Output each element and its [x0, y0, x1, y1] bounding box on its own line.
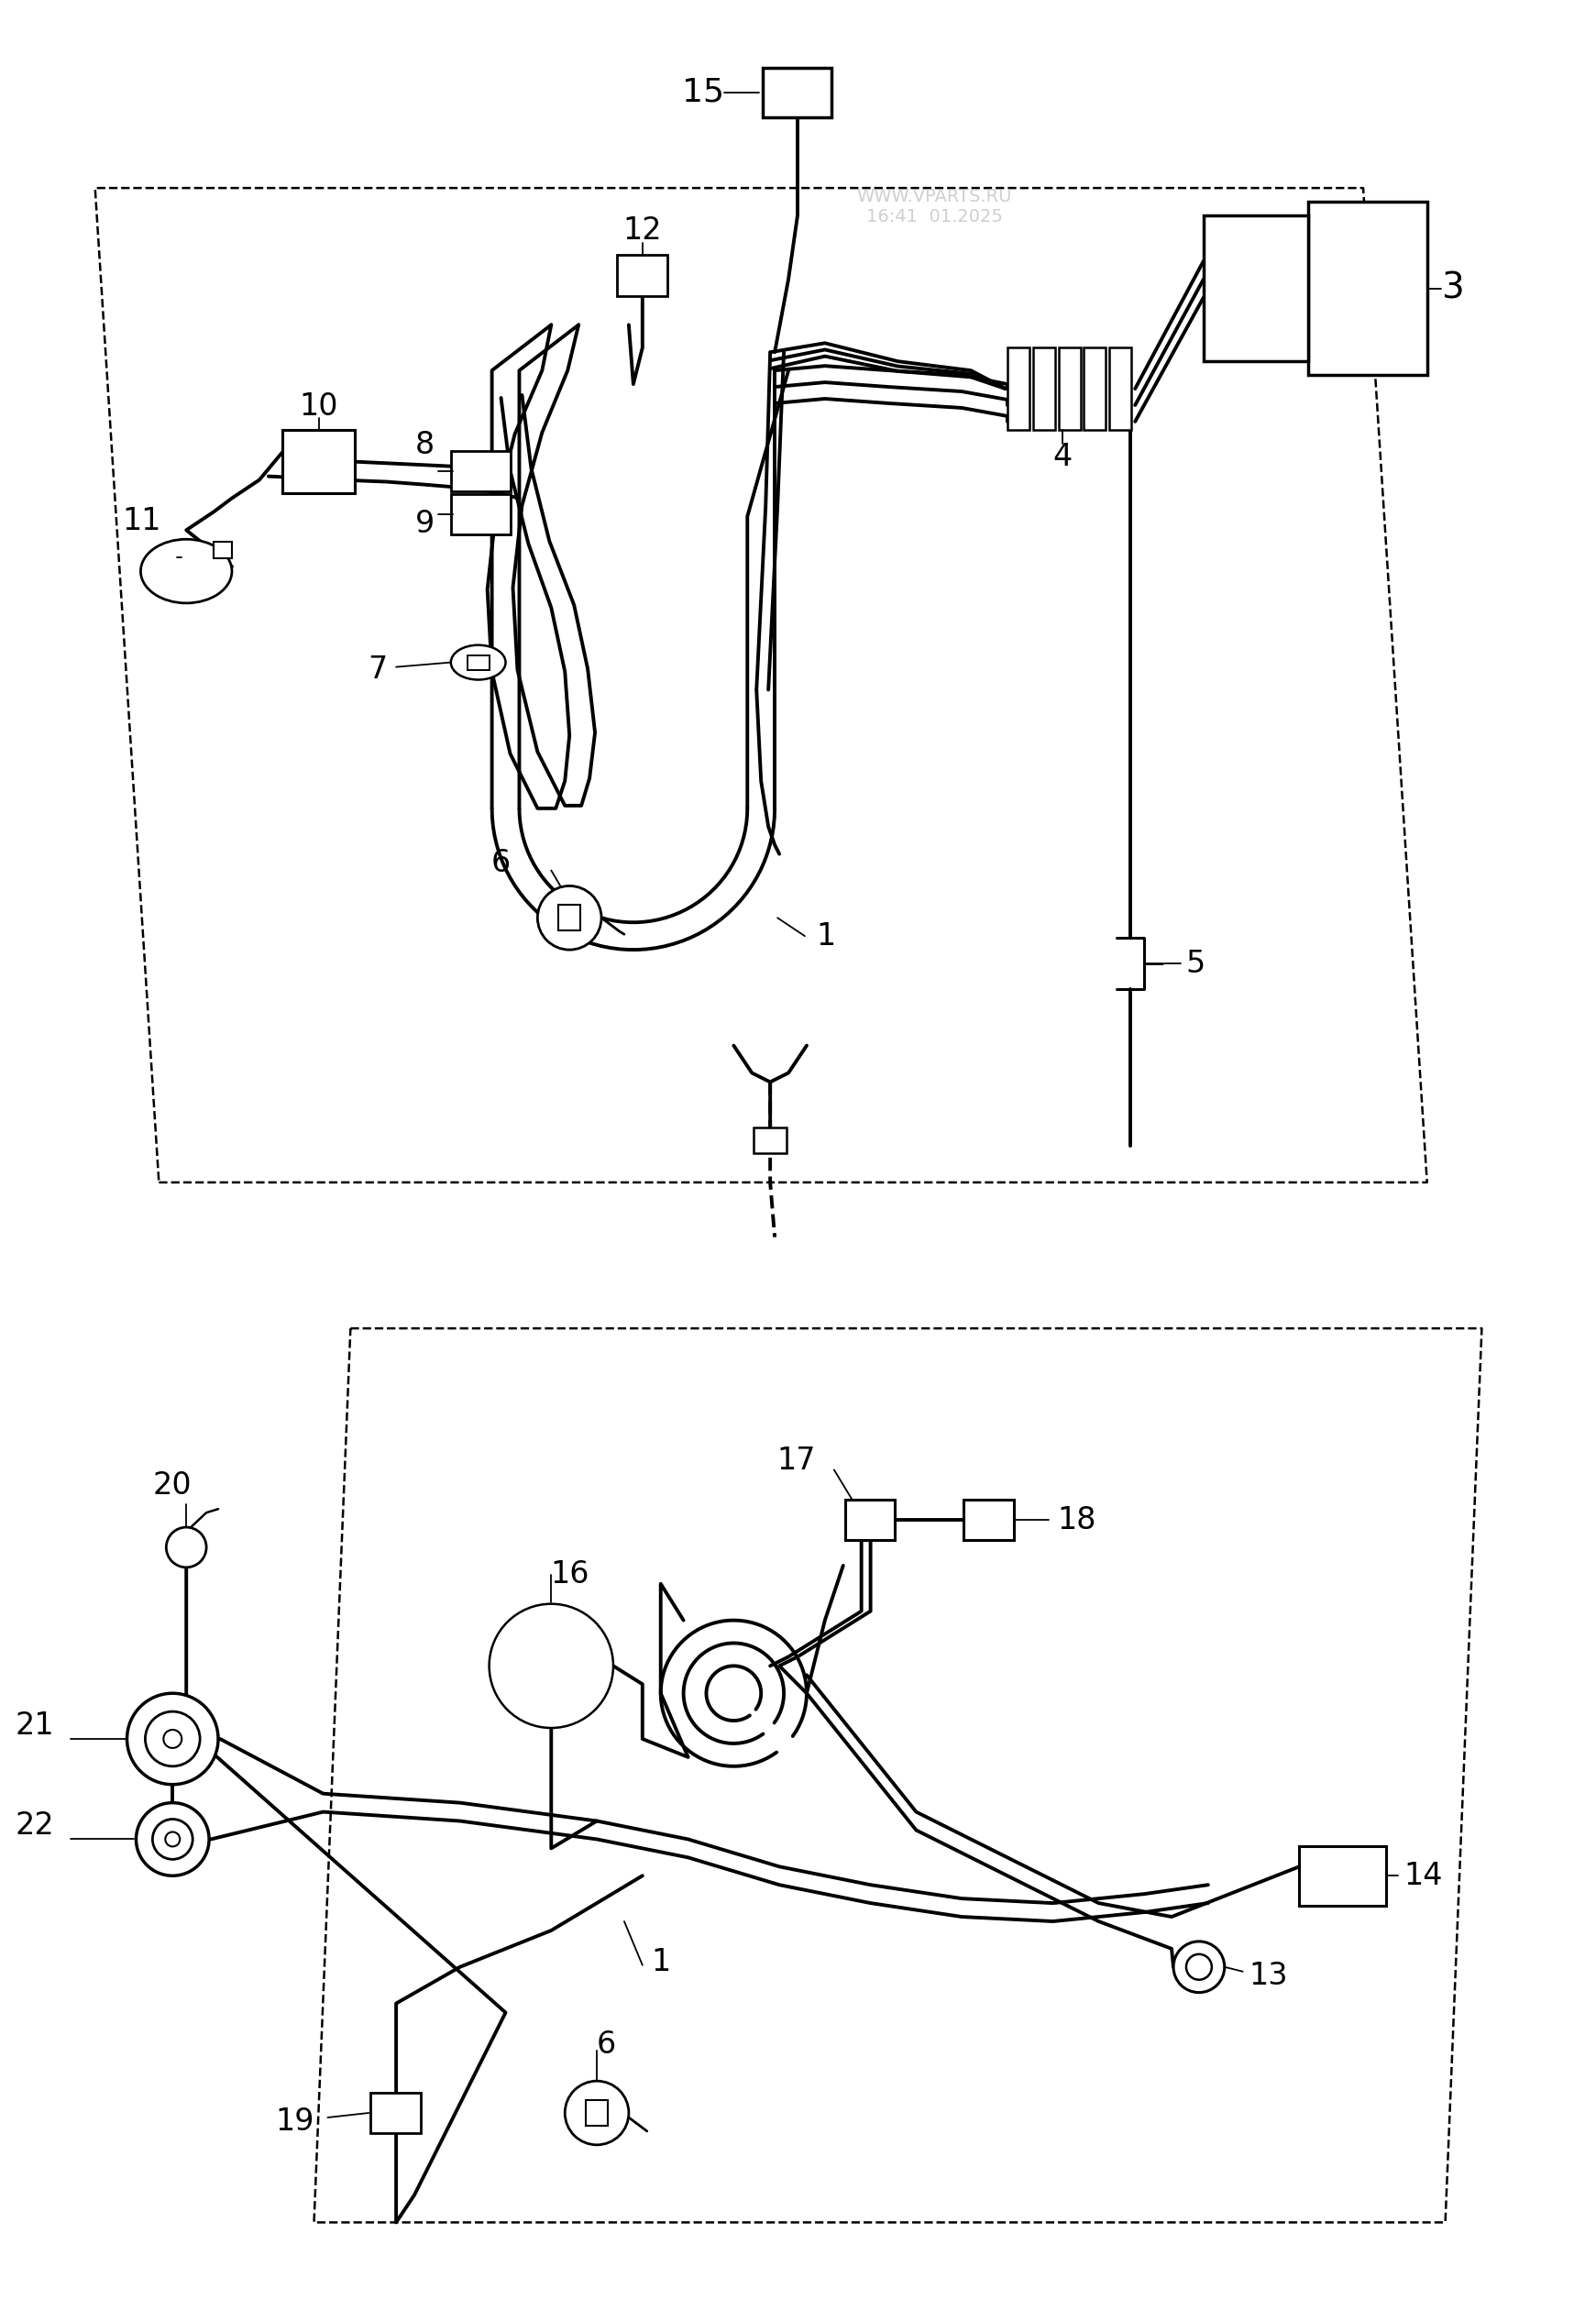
Text: 5: 5 — [1186, 949, 1205, 979]
Text: 1: 1 — [651, 1947, 670, 1977]
Circle shape — [490, 1604, 613, 1727]
Circle shape — [153, 1820, 193, 1859]
Circle shape — [538, 887, 602, 949]
Circle shape — [145, 1711, 200, 1766]
Bar — [468, 655, 490, 671]
Bar — [1203, 216, 1309, 362]
Bar — [1058, 348, 1080, 429]
Text: 11: 11 — [123, 506, 161, 536]
Bar — [1109, 348, 1132, 429]
Bar — [214, 543, 231, 559]
Bar — [282, 429, 354, 494]
Text: 9: 9 — [415, 508, 434, 538]
Text: 15: 15 — [683, 77, 725, 107]
Bar — [753, 1128, 787, 1154]
Text: 4: 4 — [1052, 441, 1073, 471]
Ellipse shape — [450, 645, 506, 680]
Text: 13: 13 — [1250, 1961, 1288, 1991]
Bar — [1309, 202, 1427, 376]
Text: 8: 8 — [415, 429, 434, 460]
Circle shape — [166, 1831, 180, 1848]
Text: 1: 1 — [816, 921, 835, 952]
Bar — [964, 1499, 1013, 1541]
Text: 10: 10 — [298, 392, 338, 422]
Circle shape — [1186, 1954, 1211, 1980]
Circle shape — [1173, 1940, 1224, 1991]
Text: 17: 17 — [777, 1446, 816, 1476]
Bar — [1299, 1848, 1385, 1906]
Text: 7: 7 — [367, 655, 386, 685]
Text: 16: 16 — [551, 1560, 589, 1590]
Circle shape — [565, 2082, 629, 2145]
Bar — [1033, 348, 1055, 429]
Bar — [844, 1499, 895, 1541]
Text: 21: 21 — [14, 1711, 54, 1741]
Text: 6: 6 — [597, 2029, 616, 2059]
Text: 22: 22 — [14, 1810, 54, 1841]
Circle shape — [166, 1527, 206, 1567]
Bar — [1084, 348, 1106, 429]
Bar — [618, 255, 667, 295]
Text: 3: 3 — [1441, 272, 1464, 306]
Bar — [559, 905, 581, 931]
Circle shape — [163, 1729, 182, 1748]
Bar — [450, 450, 511, 490]
Text: 18: 18 — [1058, 1504, 1096, 1534]
Bar — [1007, 348, 1029, 429]
Circle shape — [136, 1803, 209, 1875]
Text: WWW.VPARTS.RU
16:41  01.2025: WWW.VPARTS.RU 16:41 01.2025 — [857, 188, 1012, 225]
Text: 12: 12 — [622, 216, 662, 246]
Ellipse shape — [140, 538, 231, 603]
Text: 19: 19 — [275, 2107, 314, 2138]
Circle shape — [128, 1694, 219, 1785]
Text: 20: 20 — [153, 1469, 192, 1499]
Text: 6: 6 — [492, 847, 511, 877]
Bar — [763, 67, 832, 118]
Bar — [586, 2101, 608, 2126]
Text: 14: 14 — [1404, 1861, 1443, 1892]
Bar — [450, 494, 511, 534]
Bar — [370, 2094, 421, 2133]
